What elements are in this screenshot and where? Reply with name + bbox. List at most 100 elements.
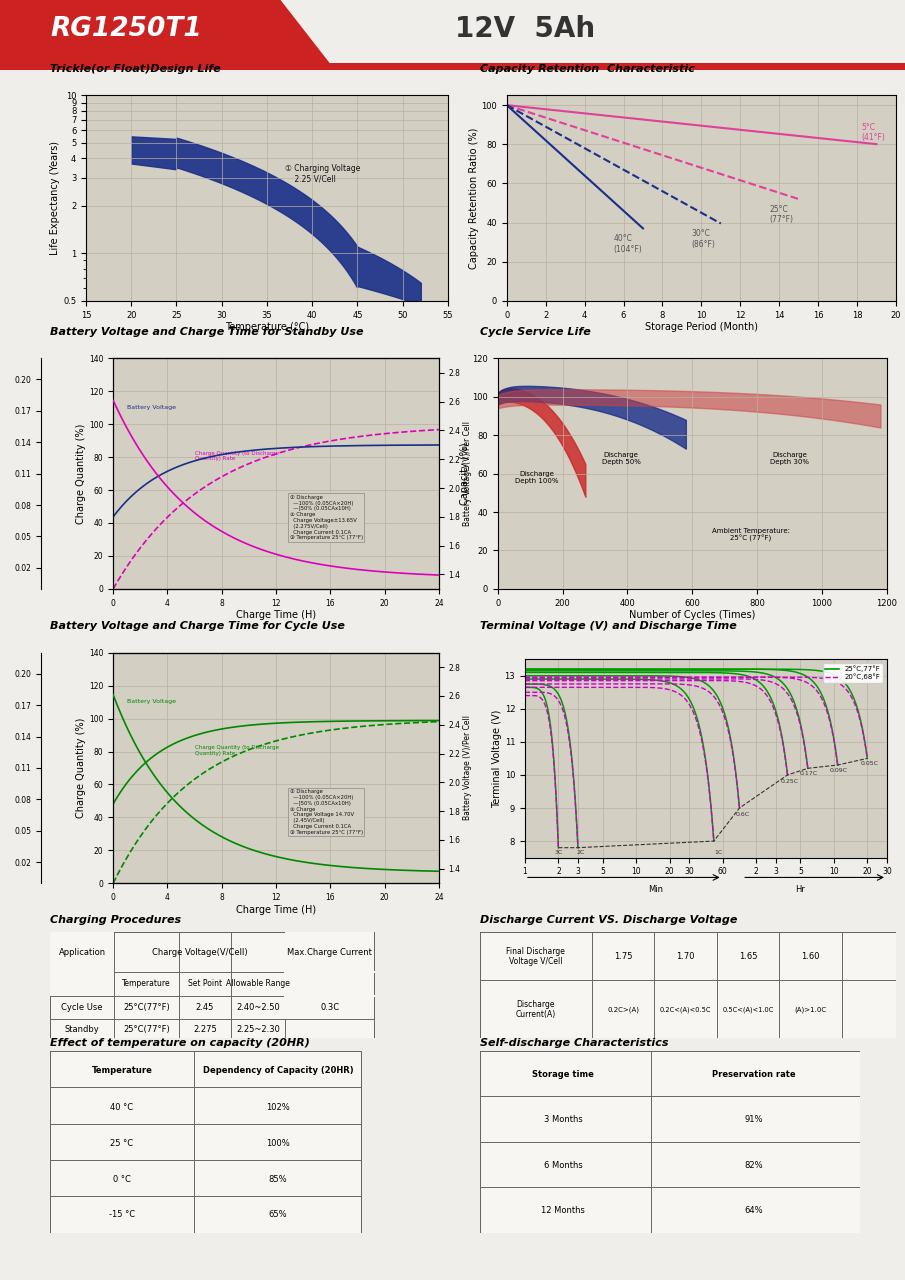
Text: Charge Voltage(V/Cell): Charge Voltage(V/Cell) — [152, 947, 247, 956]
Y-axis label: Battery Voltage (V)/Per Cell: Battery Voltage (V)/Per Cell — [463, 716, 472, 820]
Text: Cycle Service Life: Cycle Service Life — [480, 326, 590, 337]
Text: 3 Months: 3 Months — [544, 1115, 583, 1124]
Text: 0.09C: 0.09C — [829, 768, 847, 773]
Text: 40°C
(104°F): 40°C (104°F) — [614, 234, 643, 253]
Y-axis label: Battery Voltage (V)/Per Cell: Battery Voltage (V)/Per Cell — [463, 421, 472, 526]
Text: Battery Voltage: Battery Voltage — [127, 404, 176, 410]
Text: 5°C
(41°F): 5°C (41°F) — [861, 123, 885, 142]
Text: 25°C
(77°F): 25°C (77°F) — [769, 205, 794, 224]
Text: Terminal Voltage (V) and Discharge Time: Terminal Voltage (V) and Discharge Time — [480, 621, 737, 631]
Text: ① Charging Voltage
    2.25 V/Cell: ① Charging Voltage 2.25 V/Cell — [285, 164, 360, 183]
Text: 0.3C: 0.3C — [320, 1002, 339, 1011]
Text: 1.75: 1.75 — [614, 952, 633, 961]
Text: Self-discharge Characteristics: Self-discharge Characteristics — [480, 1038, 668, 1048]
Y-axis label: Terminal Voltage (V): Terminal Voltage (V) — [491, 709, 501, 808]
Text: Battery Voltage: Battery Voltage — [127, 699, 176, 704]
Text: Discharge Current VS. Discharge Voltage: Discharge Current VS. Discharge Voltage — [480, 915, 737, 925]
Text: 3C: 3C — [554, 850, 563, 855]
Text: 6 Months: 6 Months — [544, 1161, 583, 1170]
Text: 102%: 102% — [266, 1103, 290, 1112]
Text: 0.05C: 0.05C — [861, 762, 878, 765]
Text: 2C: 2C — [576, 850, 586, 855]
Y-axis label: Capacity Retention Ratio (%): Capacity Retention Ratio (%) — [469, 128, 479, 269]
Text: 64%: 64% — [744, 1206, 763, 1215]
X-axis label: Charge Time (H): Charge Time (H) — [236, 611, 316, 621]
Text: 2.40~2.50: 2.40~2.50 — [236, 1002, 280, 1011]
Text: 25°C(77°F): 25°C(77°F) — [123, 1002, 170, 1011]
X-axis label: Temperature (°C): Temperature (°C) — [225, 323, 309, 333]
Text: 2.275: 2.275 — [193, 1025, 216, 1034]
Text: Storage time: Storage time — [532, 1070, 595, 1079]
Text: 2.45: 2.45 — [195, 1002, 214, 1011]
Text: Trickle(or Float)Design Life: Trickle(or Float)Design Life — [50, 64, 221, 73]
Text: Preservation rate: Preservation rate — [711, 1070, 795, 1079]
Text: 40 °C: 40 °C — [110, 1103, 134, 1112]
Text: 12V  5Ah: 12V 5Ah — [455, 15, 595, 44]
Text: ① Discharge
  —100% (0.05CA×20H)
  —⁆50% (0.05CAx10H)
② Charge
  Charge Voltage±: ① Discharge —100% (0.05CA×20H) —⁆50% (0.… — [290, 495, 363, 540]
Text: 1C: 1C — [714, 850, 722, 855]
Text: Ambient Temperature:
25°C (77°F): Ambient Temperature: 25°C (77°F) — [711, 527, 790, 543]
Text: -15 °C: -15 °C — [109, 1210, 135, 1219]
X-axis label: Storage Period (Month): Storage Period (Month) — [645, 323, 757, 333]
Text: 65%: 65% — [269, 1210, 287, 1219]
Text: 1.70: 1.70 — [676, 952, 695, 961]
Text: Discharge
Depth 30%: Discharge Depth 30% — [770, 452, 809, 465]
Text: 85%: 85% — [269, 1175, 287, 1184]
Text: 12 Months: 12 Months — [541, 1206, 586, 1215]
Bar — [0, 63, 905, 69]
Text: 0 °C: 0 °C — [113, 1175, 131, 1184]
Y-axis label: Life Expectancy (Years): Life Expectancy (Years) — [51, 141, 61, 255]
Text: 0.2C<(A)<0.5C: 0.2C<(A)<0.5C — [660, 1006, 711, 1012]
Text: Cycle Use: Cycle Use — [62, 1002, 103, 1011]
Text: RG1250T1: RG1250T1 — [51, 17, 203, 42]
Text: Temperature: Temperature — [122, 979, 171, 988]
Text: Allowable Range: Allowable Range — [226, 979, 290, 988]
Bar — [50, 932, 114, 996]
Text: 25 °C: 25 °C — [110, 1139, 134, 1148]
Text: Max.Charge Current: Max.Charge Current — [287, 947, 372, 956]
Text: Effect of temperature on capacity (20HR): Effect of temperature on capacity (20HR) — [50, 1038, 310, 1048]
Text: Charging Procedures: Charging Procedures — [50, 915, 181, 925]
Text: 0.6C: 0.6C — [735, 813, 749, 817]
Text: Raion Power: Raion Power — [91, 22, 144, 31]
Text: (A)>1.0C: (A)>1.0C — [795, 1006, 826, 1012]
Text: 1.60: 1.60 — [801, 952, 820, 961]
Text: Capacity Retention  Characteristic: Capacity Retention Characteristic — [480, 64, 694, 73]
Text: Dependency of Capacity (20HR): Dependency of Capacity (20HR) — [203, 1066, 353, 1075]
Legend: 25°C,77°F, 20°C,68°F: 25°C,77°F, 20°C,68°F — [823, 663, 883, 684]
Text: Charge Quantity (to Discharge
Quantity) Rate: Charge Quantity (to Discharge Quantity) … — [195, 745, 279, 755]
Text: 82%: 82% — [744, 1161, 763, 1170]
Text: Discharge
Depth 50%: Discharge Depth 50% — [602, 452, 641, 465]
Text: Charge Quantity (to Discharge
Quantity) Rate: Charge Quantity (to Discharge Quantity) … — [195, 451, 279, 461]
X-axis label: Charge Time (H): Charge Time (H) — [236, 905, 316, 915]
Y-axis label: Charge Quantity (%): Charge Quantity (%) — [76, 718, 86, 818]
Text: Final Discharge
Voltage V/Cell: Final Discharge Voltage V/Cell — [507, 947, 566, 966]
Text: 1.65: 1.65 — [738, 952, 757, 961]
Text: ① Discharge
  —100% (0.05CA×20H)
  —⁆50% (0.05CAx10H)
② Charge
  Charge Voltage : ① Discharge —100% (0.05CA×20H) —⁆50% (0.… — [290, 790, 363, 835]
Bar — [50, 1051, 361, 1233]
Text: Standby: Standby — [64, 1025, 100, 1034]
Text: 0.2C>(A): 0.2C>(A) — [607, 1006, 639, 1012]
Polygon shape — [0, 0, 335, 69]
X-axis label: Number of Cycles (Times): Number of Cycles (Times) — [629, 611, 756, 621]
Text: 30°C
(86°F): 30°C (86°F) — [691, 229, 716, 248]
Text: 25°C(77°F): 25°C(77°F) — [123, 1025, 170, 1034]
Text: 91%: 91% — [744, 1115, 763, 1124]
Text: Discharge
Depth 100%: Discharge Depth 100% — [515, 471, 558, 484]
Text: Battery Voltage and Charge Time for Standby Use: Battery Voltage and Charge Time for Stan… — [50, 326, 363, 337]
Text: Hr: Hr — [795, 886, 805, 895]
Y-axis label: Capacity (%): Capacity (%) — [460, 443, 470, 504]
Bar — [285, 932, 375, 1019]
Text: Application: Application — [59, 947, 106, 956]
Text: 0.17C: 0.17C — [800, 771, 818, 776]
Text: 2.25~2.30: 2.25~2.30 — [236, 1025, 280, 1034]
Text: 0.5C<(A)<1.0C: 0.5C<(A)<1.0C — [722, 1006, 774, 1012]
Text: Temperature: Temperature — [91, 1066, 152, 1075]
Bar — [50, 932, 375, 1038]
Text: Min: Min — [648, 886, 663, 895]
Text: Battery Voltage and Charge Time for Cycle Use: Battery Voltage and Charge Time for Cycl… — [50, 621, 345, 631]
Text: Set Point: Set Point — [187, 979, 222, 988]
Text: 0.25C: 0.25C — [780, 780, 798, 785]
Text: Discharge
Current(A): Discharge Current(A) — [516, 1000, 556, 1019]
Text: 100%: 100% — [266, 1139, 290, 1148]
